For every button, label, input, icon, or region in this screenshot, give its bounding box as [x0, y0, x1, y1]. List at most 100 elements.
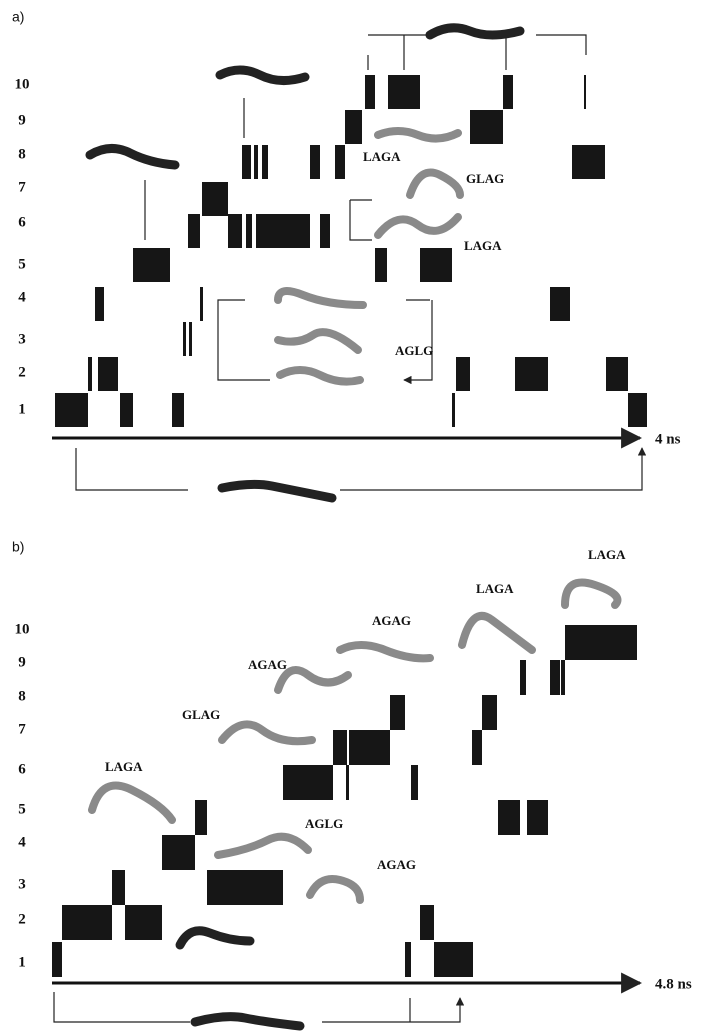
replica-block	[482, 695, 497, 730]
level-label: 6	[18, 761, 26, 777]
replica-block	[565, 625, 637, 660]
replica-block	[228, 214, 242, 248]
replica-block	[520, 660, 526, 695]
annotation: GLAG	[466, 171, 504, 186]
replica-block	[411, 765, 418, 800]
level-label: 9	[18, 654, 26, 670]
tube	[218, 720, 316, 746]
level-label: 7	[18, 721, 26, 737]
annotation: AGAG	[377, 857, 416, 872]
axis-label: 4 ns	[655, 431, 681, 447]
panel-label: a)	[12, 9, 24, 25]
annotation: LAGA	[363, 149, 401, 164]
level-label: 8	[18, 688, 26, 704]
replica-block	[202, 182, 228, 216]
replica-block	[434, 942, 473, 977]
peptide	[190, 1012, 305, 1031]
replica-block	[189, 322, 192, 356]
replica-block	[120, 393, 133, 427]
replica-block	[320, 214, 330, 248]
replica-block	[207, 870, 283, 905]
tube	[274, 287, 367, 309]
replica-block	[584, 75, 586, 109]
replica-block	[172, 393, 184, 427]
replica-block	[606, 357, 628, 391]
peptide	[215, 65, 310, 85]
replica-block	[280, 214, 310, 248]
replica-block	[405, 942, 411, 977]
tube	[276, 366, 364, 386]
replica-block	[503, 75, 513, 109]
level-label: 2	[18, 364, 26, 380]
replica-block	[388, 75, 420, 109]
level-label: 10	[15, 76, 30, 92]
peptide	[175, 926, 255, 950]
replica-block	[550, 287, 570, 321]
tube	[306, 875, 364, 904]
level-label: 5	[18, 256, 26, 272]
annotation: LAGA	[588, 547, 626, 562]
replica-block	[254, 145, 258, 179]
annotation: AGLG	[395, 343, 433, 358]
replica-block	[88, 357, 92, 391]
replica-block	[345, 110, 362, 144]
replica-block	[365, 75, 375, 109]
replica-block	[456, 357, 470, 391]
replica-block	[125, 905, 162, 940]
replica-block	[95, 287, 104, 321]
replica-block	[246, 214, 252, 248]
replica-block	[390, 695, 405, 730]
level-label: 10	[15, 621, 30, 637]
replica-block	[112, 870, 125, 905]
annotation: AGAG	[372, 613, 411, 628]
replica-block	[470, 110, 503, 144]
tube	[88, 781, 176, 824]
tube	[374, 213, 462, 239]
replica-block	[628, 393, 647, 427]
replica-block	[242, 145, 251, 179]
level-label: 4	[18, 834, 26, 850]
replica-block	[550, 660, 560, 695]
replica-block	[188, 214, 200, 248]
replica-block	[52, 942, 62, 977]
replica-block	[310, 145, 320, 179]
level-label: 4	[18, 289, 26, 305]
replica-block	[256, 214, 280, 248]
tube	[374, 127, 462, 143]
replica-block	[283, 765, 333, 800]
level-label: 7	[18, 179, 26, 195]
replica-block	[515, 357, 548, 391]
level-label: 1	[18, 954, 26, 970]
tube	[561, 578, 622, 609]
tube	[214, 832, 312, 859]
level-label: 5	[18, 801, 26, 817]
replica-block	[55, 393, 88, 427]
replica-block	[472, 730, 482, 765]
tube	[274, 328, 362, 354]
replica-block	[162, 835, 195, 870]
peptide	[85, 144, 180, 170]
replica-block	[183, 322, 186, 356]
annotation: GLAG	[182, 707, 220, 722]
replica-block	[527, 800, 548, 835]
panel-label: b)	[12, 539, 24, 555]
annotation: LAGA	[464, 238, 502, 253]
replica-block	[200, 287, 203, 321]
replica-block	[420, 248, 452, 282]
panels: a) 10 9 8 7 6 5 4 3 2 1 4 ns LAGA GLAG LAGA AGLG b) 10 9 8 7…	[12, 9, 692, 994]
replica-block	[498, 800, 520, 835]
level-label: 2	[18, 911, 26, 927]
level-label: 3	[18, 331, 26, 347]
peptide	[217, 479, 337, 503]
replica-block	[195, 800, 207, 835]
annotation: LAGA	[476, 581, 514, 596]
replica-block	[346, 765, 349, 800]
tube	[406, 168, 464, 199]
replica-block	[349, 730, 390, 765]
replica-block	[452, 393, 455, 427]
tube	[336, 641, 434, 663]
replica-block	[333, 730, 347, 765]
annotation: AGLG	[305, 816, 343, 831]
decorations	[53, 23, 642, 1031]
